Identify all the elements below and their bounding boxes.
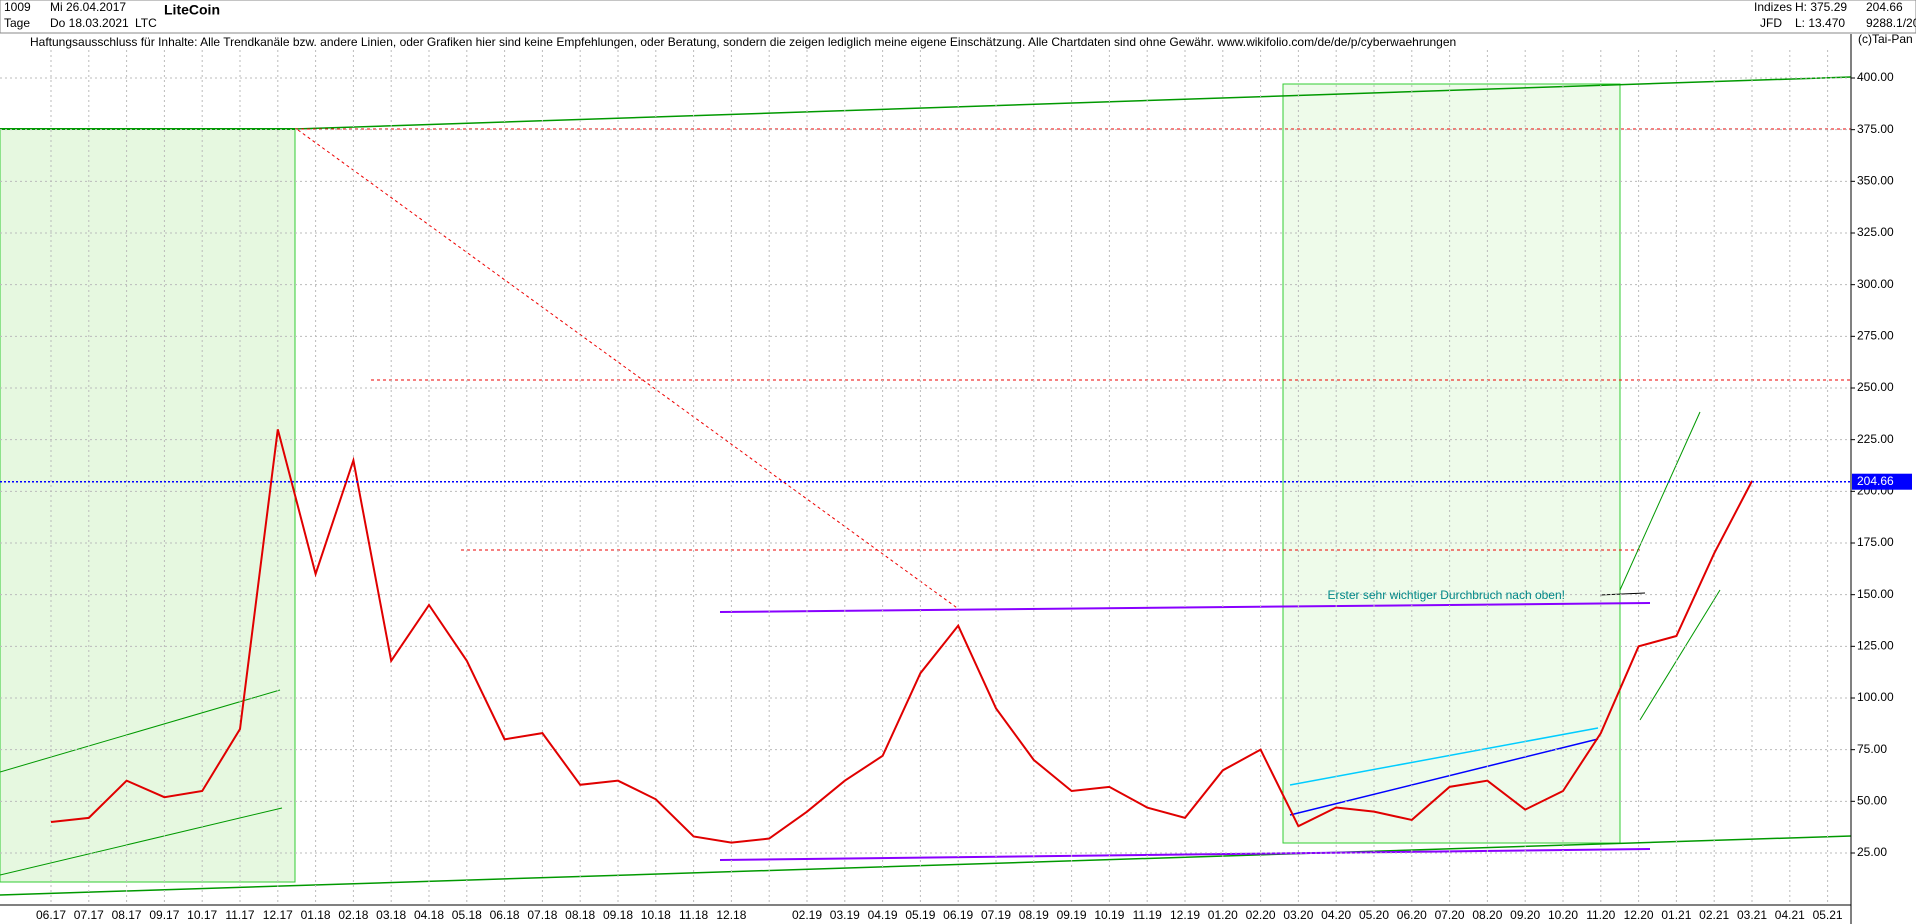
x-tick-label: 01.21 (1661, 908, 1691, 922)
x-tick-label: 11.19 (1133, 908, 1162, 922)
x-tick-label: 03.18 (376, 908, 406, 922)
y-tick-label: 400.00 (1857, 70, 1894, 84)
x-tick-label: 12.17 (263, 908, 293, 922)
last-price-box (1852, 473, 1912, 490)
highlight-box (0, 128, 296, 883)
y-tick-label: 125.00 (1857, 639, 1894, 653)
broker: JFD (1760, 16, 1782, 30)
trend-line (719, 602, 1651, 613)
x-tick-label: 09.20 (1510, 908, 1540, 922)
high: H: 375.29 (1795, 0, 1847, 14)
y-tick-label: 225.00 (1857, 432, 1894, 446)
y-tick-label: 25.00 (1857, 845, 1887, 859)
y-tick-label: 350.00 (1857, 174, 1894, 188)
trend-line (294, 76, 1852, 130)
x-tick-label: 04.20 (1321, 908, 1351, 922)
y-tick-label: 325.00 (1857, 225, 1894, 239)
arrow (1599, 592, 1646, 596)
x-tick-label: 10.20 (1548, 908, 1578, 922)
disclaimer: Haftungsausschluss für Inhalte: Alle Tre… (30, 35, 1456, 49)
trend-line (0, 835, 1852, 896)
y-tick-label: 50.00 (1857, 794, 1887, 808)
x-tick-label: 06.17 (36, 908, 66, 922)
trend-line (1289, 727, 1599, 786)
trend-line (0, 689, 281, 773)
highlight-box (1282, 83, 1621, 844)
bar-count: 1009 (4, 0, 31, 14)
trend-line (719, 848, 1651, 861)
x-tick-label: 09.17 (149, 908, 179, 922)
x-tick-label: 10.18 (641, 908, 671, 922)
x-tick-label: 05.19 (905, 908, 935, 922)
x-tick-label: 07.18 (527, 908, 557, 922)
x-tick-label: 10.17 (187, 908, 217, 922)
x-tick-label: 03.19 (830, 908, 860, 922)
x-tick-label: 01.18 (301, 908, 331, 922)
x-tick-label: 08.19 (1019, 908, 1049, 922)
group: Indizes (1754, 0, 1792, 14)
last-price: 204.66 (1866, 0, 1903, 14)
x-tick-label: 07.17 (74, 908, 104, 922)
x-tick-label: 12.18 (716, 908, 746, 922)
copyright: (c)Tai-Pan (1858, 32, 1913, 46)
header-bar (0, 0, 1916, 34)
x-tick-label: 09.18 (603, 908, 633, 922)
trend-line (1639, 589, 1721, 721)
x-tick-label: 02.21 (1699, 908, 1729, 922)
period: Tage (4, 16, 30, 30)
x-tick-label: 09.19 (1057, 908, 1087, 922)
y-tick-label: 250.00 (1857, 380, 1894, 394)
last-price-label: 204.66 (1857, 474, 1894, 488)
x-tick-label: 07.19 (981, 908, 1011, 922)
x-tick-label: 06.19 (943, 908, 973, 922)
x-tick-label: 02.20 (1246, 908, 1276, 922)
x-tick-label: 11.17 (225, 908, 254, 922)
x-tick-label: 01.20 (1208, 908, 1238, 922)
y-tick-label: 175.00 (1857, 535, 1894, 549)
x-tick-label: 11.18 (679, 908, 708, 922)
x-tick-label: 02.19 (792, 908, 822, 922)
x-tick-label: 05.20 (1359, 908, 1389, 922)
trend-line (1619, 411, 1701, 591)
x-tick-label: 11.20 (1586, 908, 1615, 922)
y-tick-label: 300.00 (1857, 277, 1894, 291)
x-tick-label: 02.18 (338, 908, 368, 922)
x-tick-label: 12.20 (1624, 908, 1654, 922)
y-tick-label: 375.00 (1857, 122, 1894, 136)
x-tick-label: 06.20 (1397, 908, 1427, 922)
x-tick-label: 08.20 (1472, 908, 1502, 922)
trend-line (297, 129, 961, 611)
trend-line (1289, 738, 1599, 816)
x-tick-label: 05.18 (452, 908, 482, 922)
x-tick-label: 03.21 (1737, 908, 1767, 922)
symbol: LTC (135, 16, 157, 30)
x-tick-label: 12.19 (1170, 908, 1200, 922)
x-tick-label: 06.18 (490, 908, 520, 922)
y-tick-label: 150.00 (1857, 587, 1894, 601)
y-tick-label: 275.00 (1857, 329, 1894, 343)
annotation: Erster sehr wichtiger Durchbruch nach ob… (1328, 588, 1565, 602)
x-tick-label: 03.20 (1283, 908, 1313, 922)
x-tick-label: 04.19 (868, 908, 898, 922)
y-tick-label: 75.00 (1857, 742, 1887, 756)
volume: 9288.1/20 (1866, 16, 1916, 30)
x-tick-label: 04.18 (414, 908, 444, 922)
x-tick-label: 08.18 (565, 908, 595, 922)
price-line (50, 429, 1753, 844)
trend-line (0, 807, 283, 876)
x-tick-label: 08.17 (112, 908, 142, 922)
x-tick-label: 07.20 (1435, 908, 1465, 922)
low: L: 13.470 (1795, 16, 1845, 30)
start-date: Mi 26.04.2017 (50, 0, 126, 14)
end-date: Do 18.03.2021 (50, 16, 129, 30)
y-tick-label: 100.00 (1857, 690, 1894, 704)
x-tick-label: 10.19 (1094, 908, 1124, 922)
x-tick-label: 04.21 (1775, 908, 1805, 922)
instrument-name: LiteCoin (164, 2, 220, 18)
x-tick-label: 05.21 (1813, 908, 1843, 922)
